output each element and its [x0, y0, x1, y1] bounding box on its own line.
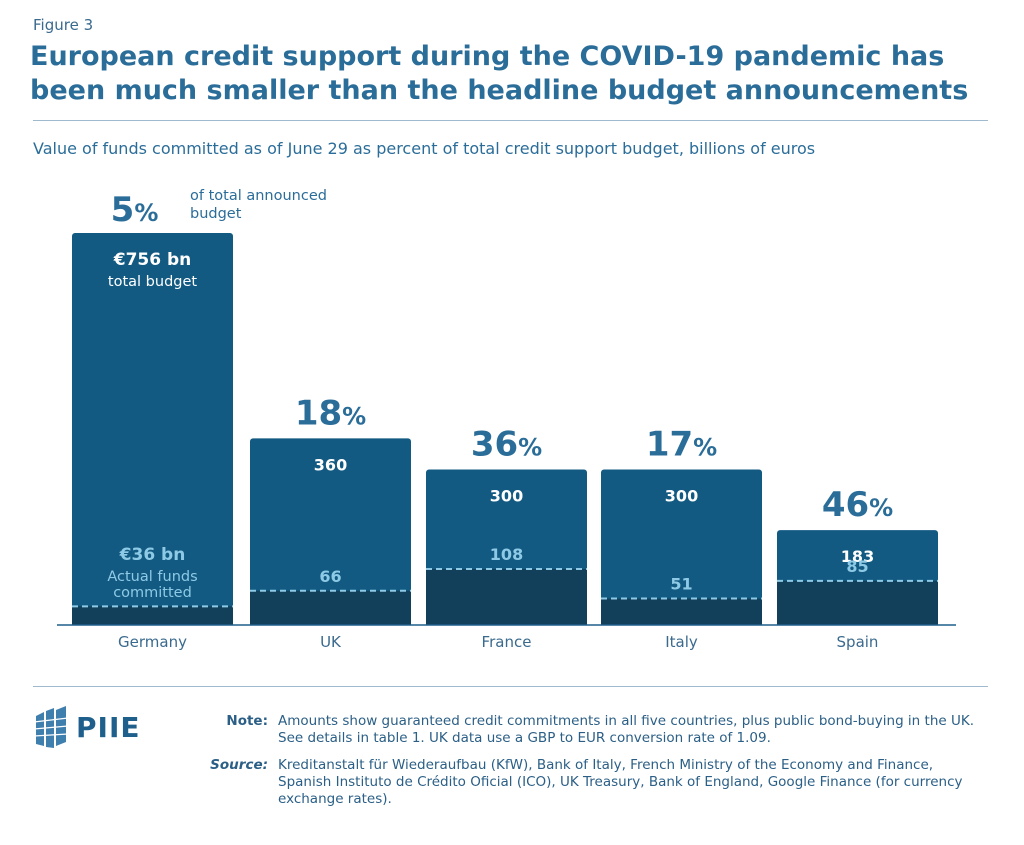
notes-block: Note: Amounts show guaranteed credit com…: [190, 713, 990, 818]
figure-label: Figure 3: [33, 16, 94, 34]
category-label: UK: [320, 633, 342, 651]
committed-bar: [250, 590, 411, 625]
committed-value-label: 108: [490, 545, 523, 564]
committed-value-label: €36 bn: [119, 545, 186, 565]
note-label: Note:: [226, 713, 268, 729]
budget-value-label: 300: [665, 486, 698, 505]
committed-value-label: 51: [670, 575, 692, 594]
piie-building-icon: [34, 706, 69, 748]
percent-label: 36%: [471, 424, 542, 464]
budget-value-label: 183: [841, 547, 874, 566]
percent-label: 5%: [111, 190, 159, 230]
percent-annotation: budget: [190, 206, 242, 222]
category-label: Italy: [665, 633, 698, 651]
piie-logo: PIIE: [34, 706, 140, 748]
budget-bar: [250, 438, 411, 625]
budget-value-label: €756 bn: [113, 250, 192, 270]
percent-label: 17%: [646, 424, 717, 464]
committed-bar: [426, 569, 587, 625]
committed-value-label: 85: [846, 557, 868, 576]
budget-sublabel: total budget: [108, 274, 197, 290]
committed-value-label: 66: [319, 567, 341, 586]
note-text: Amounts show guaranteed credit commitmen…: [278, 713, 974, 746]
title-divider: [33, 120, 988, 121]
budget-bar: [601, 469, 762, 625]
budget-value-label: 300: [490, 486, 523, 505]
budget-bar: [72, 233, 233, 625]
committed-bar: [601, 598, 762, 625]
source-text: Kreditanstalt für Wiederaufbau (KfW), Ba…: [278, 757, 963, 807]
percent-label: 46%: [822, 485, 893, 525]
chart-subtitle: Value of funds committed as of June 29 a…: [33, 139, 816, 158]
source-label: Source:: [210, 757, 268, 773]
committed-sublabel: Actual funds: [107, 569, 197, 585]
bar-chart: 5% of total announced budget €756 bn total b…: [57, 188, 956, 651]
source-row: Source: Kreditanstalt für Wiederaufbau (…: [190, 757, 990, 808]
note-row: Note: Amounts show guaranteed credit com…: [190, 713, 990, 747]
percent-label: 18%: [295, 393, 366, 433]
chart-title: European credit support during the COVID…: [30, 41, 969, 106]
budget-value-label: 360: [314, 455, 347, 474]
category-label: Germany: [118, 633, 187, 651]
footer-divider: [33, 686, 988, 687]
logo-text: PIIE: [76, 710, 141, 744]
category-label: Spain: [837, 633, 879, 651]
category-label: France: [482, 633, 532, 651]
percent-annotation: of total announced: [190, 188, 327, 204]
committed-bar: [777, 580, 938, 625]
committed-sublabel: committed: [113, 585, 192, 601]
committed-bar: [72, 606, 233, 625]
